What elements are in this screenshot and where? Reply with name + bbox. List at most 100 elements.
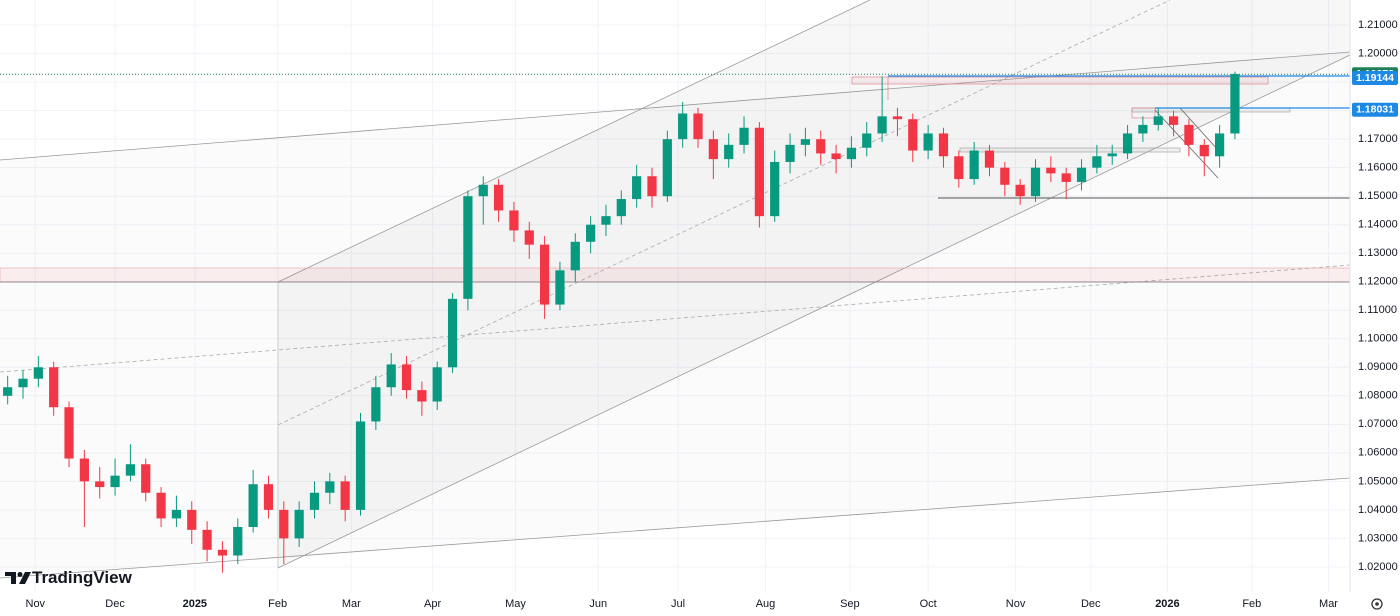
y-tick-label: 1.02000 (1358, 561, 1398, 573)
candle-body (1153, 116, 1163, 125)
candle-body (110, 475, 120, 488)
candle-body (49, 367, 59, 408)
candle-body (340, 481, 350, 510)
candle-body (862, 133, 872, 148)
price-label-bg (1352, 102, 1398, 117)
candle-body (1000, 167, 1010, 185)
x-tick-label: Nov (1006, 598, 1026, 610)
logo-icon (5, 572, 31, 584)
resistance-box (851, 76, 1269, 85)
candle-body (1199, 144, 1209, 157)
candle-body (171, 509, 182, 519)
y-tick-label: 1.10000 (1358, 333, 1398, 345)
candle-body (1061, 173, 1071, 182)
candle-body (892, 116, 903, 120)
price-label-bg (1352, 71, 1398, 86)
price-axis-bg (1350, 0, 1400, 616)
settings-icon[interactable] (1371, 598, 1383, 610)
candle-body (984, 150, 995, 168)
candle-body (125, 464, 135, 476)
candle-body (371, 387, 381, 422)
flag-line (1179, 107, 1219, 151)
x-tick-label: Nov (26, 598, 46, 610)
candle-body (662, 139, 672, 197)
x-tick-label: Apr (424, 598, 441, 610)
candle-body (187, 509, 197, 530)
candle-body (202, 529, 212, 550)
candle-body (770, 161, 780, 217)
candle-body (1168, 116, 1179, 125)
trend-mid-line (277, 0, 1171, 426)
channel-upper-line (0, 51, 1351, 161)
channel-mid-line (0, 264, 1351, 373)
candle-body (401, 364, 412, 391)
candle-body (601, 216, 611, 225)
candle-body (693, 113, 703, 140)
candle-body (586, 224, 596, 242)
candle-body (156, 492, 166, 519)
candle-body (3, 387, 13, 396)
drawings (0, 0, 1351, 579)
candle-body (678, 113, 688, 140)
candle-body (555, 270, 565, 305)
x-tick-label: Mar (1319, 598, 1338, 610)
x-tick-label: 2025 (183, 598, 207, 610)
price-label: 1.19144 (1356, 72, 1394, 84)
candle-body (1092, 156, 1102, 168)
candle-body (632, 176, 642, 200)
candle-body (217, 549, 228, 556)
x-tick-label: Jul (671, 598, 685, 610)
candle-body (540, 244, 550, 305)
candle-body (923, 133, 933, 151)
y-tick-label: 1.15000 (1358, 190, 1398, 202)
x-tick-label: Feb (268, 598, 287, 610)
candle-body (831, 153, 841, 160)
candle-body (754, 127, 764, 217)
y-tick-label: 1.13000 (1358, 247, 1398, 259)
candle-body (386, 364, 396, 388)
candle-body (816, 139, 826, 154)
candle-body (708, 139, 718, 160)
y-tick-label: 1.08000 (1358, 390, 1398, 402)
candle-body (938, 133, 949, 157)
candle-body (800, 139, 810, 145)
candle-body (355, 421, 366, 510)
x-tick-label: Sep (840, 598, 860, 610)
x-tick-label: Dec (1081, 598, 1101, 610)
neckline-box (959, 147, 1181, 153)
candle-body (279, 509, 289, 539)
candle-body (33, 367, 43, 379)
candle-body (616, 199, 626, 217)
y-tick-label: 1.09000 (1358, 361, 1398, 373)
gear-center[interactable] (1375, 602, 1379, 606)
candle-body (647, 176, 657, 197)
candle-body (309, 492, 320, 510)
candle-body (263, 484, 274, 510)
y-tick-label: 1.21000 (1358, 19, 1398, 31)
candle-body (1030, 167, 1041, 197)
x-tick-label: May (505, 598, 526, 610)
x-tick-label: Mar (342, 598, 361, 610)
gear[interactable] (1371, 598, 1383, 610)
candle-body (1076, 167, 1087, 182)
candle-body (1122, 133, 1133, 154)
candle-body (432, 367, 442, 402)
y-tick-label: 1.05000 (1358, 475, 1398, 487)
candle-body (141, 464, 151, 493)
brand: TradingView (32, 568, 133, 587)
x-tick-label: Oct (920, 598, 937, 610)
candle-body (447, 298, 458, 368)
candle-body (509, 210, 519, 231)
candle-body (1138, 124, 1148, 134)
y-tick-label: 1.03000 (1358, 532, 1398, 544)
candle-body (248, 484, 258, 527)
support-zone (0, 267, 1351, 283)
candles (3, 71, 1240, 573)
x-tick-label: Jun (589, 598, 607, 610)
candle-body (846, 147, 857, 160)
x-tick-label: Dec (105, 598, 125, 610)
y-tick-label: 1.12000 (1358, 276, 1398, 288)
trend-lower-line (277, 54, 1351, 569)
candle-body (908, 119, 918, 151)
candle-body (785, 144, 795, 162)
